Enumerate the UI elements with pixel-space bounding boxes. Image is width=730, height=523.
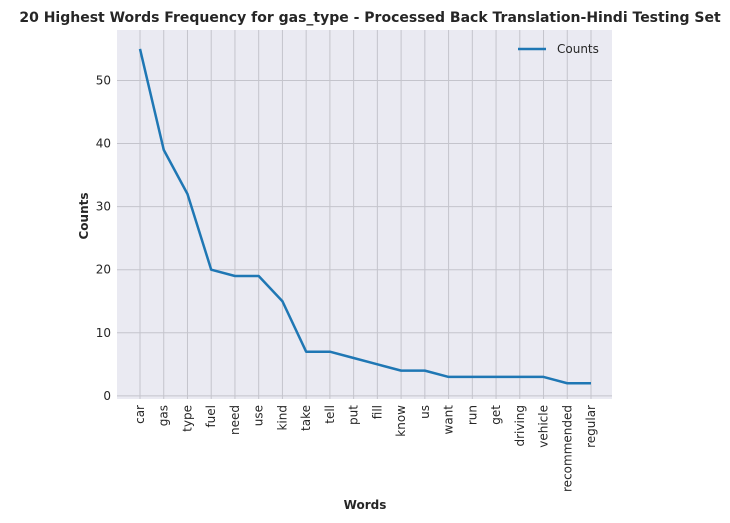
x-tick-label: put xyxy=(347,405,361,425)
x-tick-label: tell xyxy=(323,405,337,424)
y-tick-label: 20 xyxy=(96,263,111,277)
x-axis-label: Words xyxy=(344,498,387,512)
x-tick-label: us xyxy=(418,405,432,419)
x-tick-labels: car gas type fuel need use kind take tell put fill… xyxy=(133,405,598,492)
x-tick-label: regular xyxy=(584,405,598,448)
y-tick-label: 40 xyxy=(96,137,111,151)
x-tick-label: kind xyxy=(275,405,289,431)
x-tick-label: get xyxy=(489,405,503,425)
plot-area xyxy=(117,30,612,399)
x-tick-label: driving xyxy=(513,405,527,447)
x-tick-label: vehicle xyxy=(537,405,551,448)
x-tick-label: car xyxy=(133,405,147,424)
x-tick-label: want xyxy=(442,405,456,435)
x-tick-label: run xyxy=(465,405,479,425)
x-tick-label: know xyxy=(394,405,408,437)
x-tick-label: fuel xyxy=(204,405,218,428)
y-tick-label: 50 xyxy=(96,73,111,87)
x-tick-label: type xyxy=(180,405,194,432)
x-tick-label: recommended xyxy=(560,405,574,492)
y-tick-label: 10 xyxy=(96,326,111,340)
x-gridlines xyxy=(139,30,592,399)
y-axis-label: Counts xyxy=(77,192,91,239)
x-tick-label: gas xyxy=(157,405,171,426)
x-tick-label: fill xyxy=(370,405,384,419)
y-gridlines xyxy=(117,79,612,397)
series-line-counts xyxy=(138,48,591,385)
y-tick-label: 0 xyxy=(103,389,111,403)
x-tick-label: take xyxy=(299,405,313,431)
x-tick-label: need xyxy=(228,405,242,435)
legend-label-counts: Counts xyxy=(557,42,599,56)
x-tick-label: use xyxy=(252,405,266,426)
series-layer xyxy=(138,48,592,385)
chart-title: 20 Highest Words Frequency for gas_type … xyxy=(19,10,721,26)
legend: Counts xyxy=(518,42,599,56)
y-tick-label: 30 xyxy=(96,200,111,214)
y-tick-labels: 0 10 20 30 40 50 xyxy=(96,73,111,402)
